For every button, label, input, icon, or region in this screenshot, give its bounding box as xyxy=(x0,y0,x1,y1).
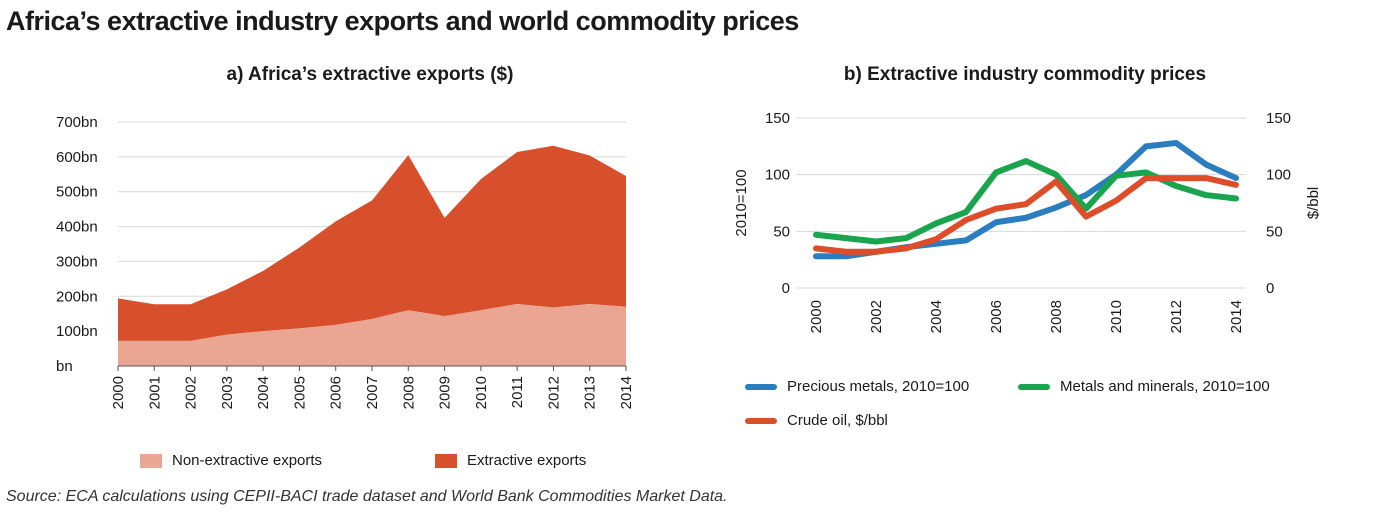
legend-label-extractive: Extractive exports xyxy=(467,452,587,469)
a-x-tick-label: 2009 xyxy=(437,376,454,409)
a-x-tick-label: 2004 xyxy=(255,376,272,409)
legend-label-precious-metals: Precious metals, 2010=100 xyxy=(787,378,970,395)
b-y-tick-label: 0 xyxy=(782,280,790,297)
a-x-tick-label: 2000 xyxy=(110,376,127,409)
legend-label-metals-minerals: Metals and minerals, 2010=100 xyxy=(1060,378,1270,395)
b-x-tick-label: 2002 xyxy=(868,300,885,333)
a-x-tick-label: 2006 xyxy=(328,376,345,409)
b-x-tick-label: 2012 xyxy=(1168,300,1185,333)
b-x-tick-label: 2004 xyxy=(928,300,945,333)
b-y2-tick-label: 50 xyxy=(1266,223,1283,240)
area-extractive-exports xyxy=(118,145,626,341)
legend-non-extractive: Non-extractive exports xyxy=(140,452,322,469)
a-y-tick-label: bn xyxy=(56,358,73,375)
b-x-tick-label: 2014 xyxy=(1228,300,1245,333)
legend-crude-oil: Crude oil, $/bbl xyxy=(745,412,888,429)
a-x-tick-label: 2001 xyxy=(146,376,163,409)
a-y-tick-label: 100bn xyxy=(56,323,98,340)
a-x-tick-label: 2007 xyxy=(364,376,381,409)
legend-swatch-crude-oil xyxy=(745,417,777,424)
a-y-tick-label: 500bn xyxy=(56,184,98,201)
a-x-tick-label: 2013 xyxy=(582,376,599,409)
legend-swatch-non-extractive xyxy=(140,453,162,468)
a-y-tick-label: 700bn xyxy=(56,114,98,131)
legend-extractive: Extractive exports xyxy=(435,452,586,469)
a-y-tick-label: 300bn xyxy=(56,253,98,270)
a-x-tick-label: 2014 xyxy=(618,376,635,409)
b-y-axis-label: 2010=100 xyxy=(733,169,750,236)
a-x-tick-label: 2005 xyxy=(291,376,308,409)
b-y2-tick-label: 0 xyxy=(1266,280,1274,297)
a-y-tick-label: 600bn xyxy=(56,149,98,166)
b-x-tick-label: 2008 xyxy=(1048,300,1065,333)
a-x-tick-label: 2002 xyxy=(183,376,200,409)
b-x-tick-label: 2006 xyxy=(988,300,1005,333)
legend-precious-metals: Precious metals, 2010=100 xyxy=(745,378,969,395)
a-y-tick-label: 200bn xyxy=(56,288,98,305)
legend-swatch-metals-minerals xyxy=(1018,383,1050,390)
b-y2-axis-label: $/bbl xyxy=(1305,187,1322,220)
a-x-tick-label: 2008 xyxy=(400,376,417,409)
a-y-tick-label: 400bn xyxy=(56,219,98,236)
a-x-tick-label: 2011 xyxy=(509,376,526,408)
a-x-tick-label: 2012 xyxy=(545,376,562,409)
legend-swatch-precious-metals xyxy=(745,383,777,390)
b-y2-tick-label: 100 xyxy=(1266,167,1291,184)
b-x-tick-label: 2010 xyxy=(1108,300,1125,333)
b-y-tick-label: 100 xyxy=(765,167,790,184)
chart-b-title: b) Extractive industry commodity prices xyxy=(843,64,1207,85)
legend-label-non-extractive: Non-extractive exports xyxy=(172,452,323,469)
line-crude-oil xyxy=(813,175,1239,255)
legend-label-crude-oil: Crude oil, $/bbl xyxy=(787,412,888,429)
source-note: Source: ECA calculations using CEPII-BAC… xyxy=(6,488,728,505)
area-non-extractive-exports xyxy=(118,303,626,366)
b-y2-tick-label: 150 xyxy=(1266,110,1291,127)
a-x-tick-label: 2003 xyxy=(219,376,236,409)
b-y-tick-label: 50 xyxy=(773,223,790,240)
chart-a-title: a) Africa’s extractive exports ($) xyxy=(226,64,514,85)
legend-metals-minerals: Metals and minerals, 2010=100 xyxy=(1018,378,1270,395)
page-title: Africa’s extractive industry exports and… xyxy=(6,6,799,36)
b-x-tick-label: 2000 xyxy=(808,300,825,333)
line-metals-minerals xyxy=(813,158,1239,245)
legend-swatch-extractive xyxy=(435,453,457,468)
b-y-tick-label: 150 xyxy=(765,110,790,127)
a-x-tick-label: 2010 xyxy=(473,376,490,409)
